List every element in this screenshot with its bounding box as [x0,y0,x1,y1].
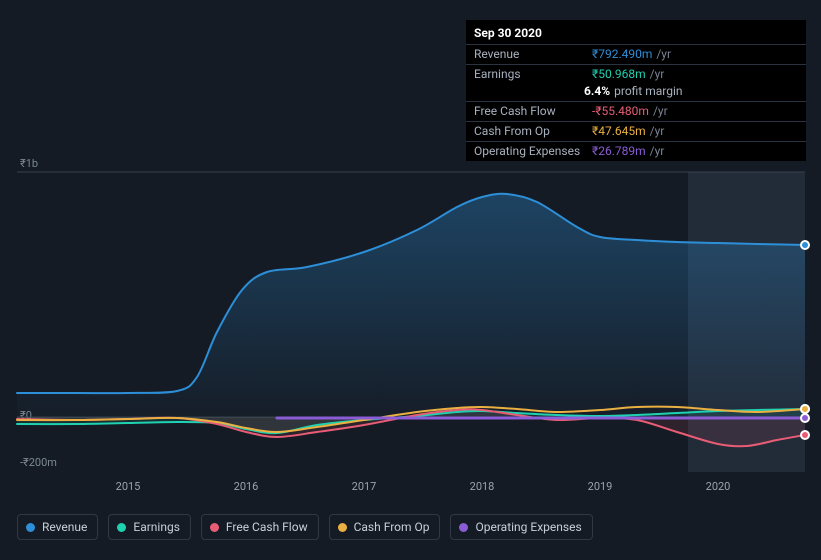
metric-value: -₹55.480m [592,104,649,118]
legend-item-cfo[interactable]: Cash From Op [329,514,441,540]
chart-area[interactable] [17,172,805,472]
metric-value: ₹50.968m [592,67,646,81]
legend-item-opex[interactable]: Operating Expenses [450,514,592,540]
chart-svg [17,172,805,472]
x-tick-2020: 2020 [706,480,731,493]
metrics-row-earnings: Earnings ₹50.968m/yr [466,64,806,84]
metrics-row-profit-margin: 6.4% profit margin [466,84,806,101]
metrics-row-opex: Operating Expenses ₹26.789m/yr [466,141,806,161]
metric-label: Cash From Op [474,124,592,138]
metrics-row-revenue: Revenue ₹792.490m/yr [466,44,806,64]
legend: Revenue Earnings Free Cash Flow Cash Fro… [17,514,593,540]
legend-dot-icon [459,523,468,532]
x-tick-2018: 2018 [470,480,495,493]
metric-suffix: /yr [653,104,668,118]
metric-value: ₹792.490m [592,47,652,61]
legend-label: Operating Expenses [475,520,581,534]
legend-dot-icon [338,523,347,532]
metric-suffix: /yr [650,124,665,138]
metric-value: ₹26.789m [592,144,646,158]
metric-label: Revenue [474,47,592,61]
metric-label: Earnings [474,67,592,81]
profit-margin-text: profit margin [614,84,682,98]
metric-label: Operating Expenses [474,144,592,158]
metric-suffix: /yr [656,47,671,61]
legend-label: Free Cash Flow [226,520,308,534]
x-tick-2015: 2015 [116,480,141,493]
legend-label: Cash From Op [354,520,430,534]
x-tick-2017: 2017 [352,480,377,493]
metrics-row-fcf: Free Cash Flow -₹55.480m/yr [466,101,806,121]
y-tick-1b: ₹1b [20,157,38,170]
profit-margin-pct: 6.4% [584,84,610,98]
legend-label: Revenue [42,520,87,534]
x-tick-2016: 2016 [234,480,259,493]
metric-label: Free Cash Flow [474,104,592,118]
legend-item-earnings[interactable]: Earnings [108,514,191,540]
metrics-row-cfo: Cash From Op ₹47.645m/yr [466,121,806,141]
legend-dot-icon [26,523,35,532]
legend-item-revenue[interactable]: Revenue [17,514,98,540]
legend-dot-icon [210,523,219,532]
metric-suffix: /yr [650,67,665,81]
metrics-panel: Sep 30 2020 Revenue ₹792.490m/yr Earning… [466,20,806,161]
metrics-date: Sep 30 2020 [466,20,806,44]
metric-suffix: /yr [650,144,665,158]
legend-label: Earnings [133,520,180,534]
legend-item-fcf[interactable]: Free Cash Flow [201,514,319,540]
x-tick-2019: 2019 [588,480,613,493]
legend-dot-icon [117,523,126,532]
metric-value: ₹47.645m [592,124,646,138]
